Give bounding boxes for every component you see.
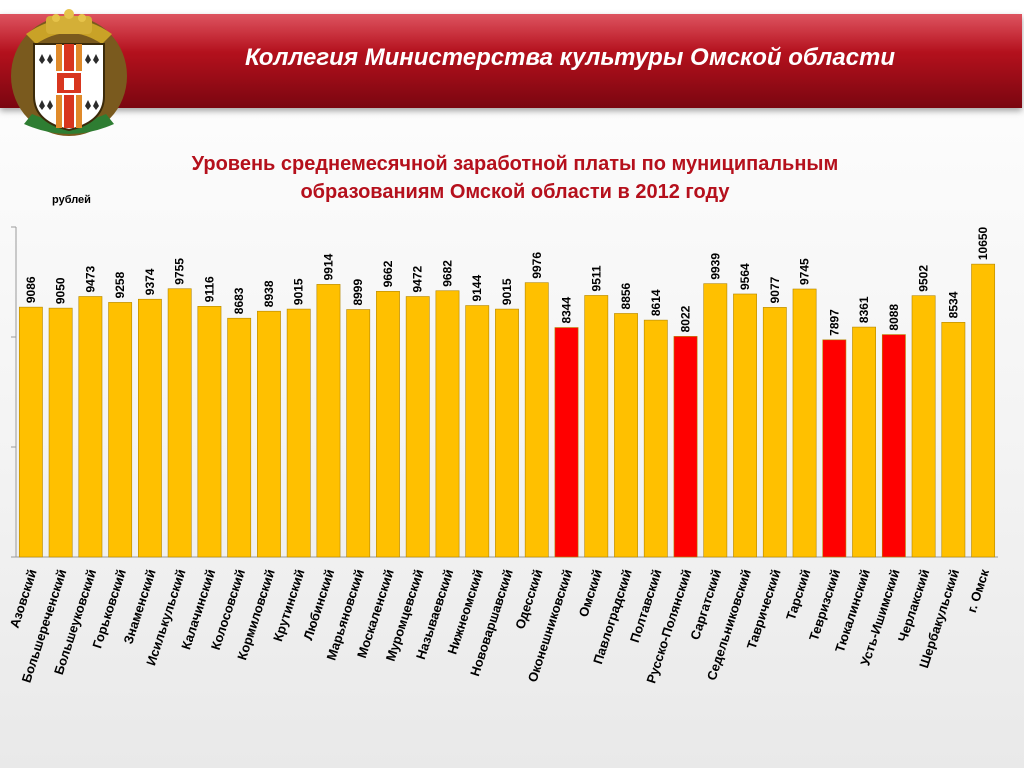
bar-value-label: 9015 — [500, 278, 514, 305]
bar-4 — [108, 302, 133, 558]
bar-2 — [48, 307, 73, 558]
bar-value-label: 8856 — [619, 282, 633, 309]
bar-5 — [138, 298, 162, 558]
bar-10 — [286, 308, 311, 558]
bar-value-label: 9473 — [83, 265, 97, 292]
bar-9 — [257, 310, 281, 558]
bar-value-label: 8361 — [857, 296, 871, 323]
bar-6 — [167, 288, 192, 558]
chart-title: Уровень среднемесячной заработной платы … — [110, 150, 920, 206]
bar-value-label: 9258 — [113, 271, 127, 298]
bar-value-label: 8614 — [649, 289, 663, 316]
bar-20 — [584, 295, 609, 558]
bar-14 — [405, 296, 430, 558]
bar-value-label: 8938 — [262, 280, 276, 307]
bar-value-label: 9502 — [917, 265, 931, 292]
bar-12 — [346, 309, 371, 558]
bar-value-label: 9077 — [768, 276, 782, 303]
bar-value-label: 9472 — [411, 265, 425, 292]
category-tick-label: г. Омск — [964, 567, 992, 615]
bar-25 — [733, 293, 757, 558]
bar-value-label: 10650 — [976, 226, 990, 260]
bar-31 — [911, 295, 936, 558]
bar-value-label: 9939 — [708, 253, 722, 280]
bar-3 — [78, 296, 103, 558]
bar-27 — [792, 288, 817, 558]
bar-value-label: 9015 — [292, 278, 306, 305]
bar-value-label: 9914 — [321, 253, 335, 280]
bar-value-label: 9511 — [589, 265, 603, 291]
bar-value-label: 9755 — [173, 258, 187, 285]
bar-value-label: 9050 — [54, 277, 68, 304]
bar-17 — [495, 308, 519, 558]
bar-value-label: 8344 — [560, 297, 574, 324]
bar-28 — [822, 339, 847, 558]
bar-26 — [762, 307, 787, 558]
chart-title-line-2: образованиям Омской области в 2012 году — [300, 181, 730, 203]
bar-value-label: 9086 — [24, 276, 38, 303]
bar-value-label: 8088 — [887, 304, 901, 331]
bar-value-label: 8534 — [946, 291, 960, 318]
header-bar — [0, 14, 1022, 108]
bar-8 — [227, 317, 252, 558]
bar-24 — [703, 283, 728, 558]
bar-value-label: 9116 — [202, 276, 216, 302]
bar-32 — [941, 322, 966, 558]
bar-30 — [881, 334, 906, 558]
chart-title-line-1: Уровень среднемесячной заработной платы … — [191, 153, 839, 175]
y-axis-unit-label: рублей — [52, 194, 91, 206]
category-tick-label: Одесский — [512, 567, 545, 631]
bar-22 — [643, 319, 668, 558]
bar-1 — [18, 306, 43, 558]
bar-value-label: 9745 — [798, 258, 812, 285]
bar-11 — [316, 284, 341, 558]
bar-value-label: 7897 — [827, 309, 841, 336]
category-tick-label: Омский — [576, 567, 605, 619]
bar-19 — [554, 327, 579, 558]
bar-21 — [614, 313, 638, 558]
bar-15 — [435, 290, 460, 558]
bar-value-label: 9682 — [440, 260, 454, 287]
bar-value-label: 8022 — [679, 305, 693, 332]
omsk-coat-of-arms-icon — [11, 9, 127, 136]
bar-value-label: 9662 — [381, 260, 395, 287]
bar-33 — [971, 263, 996, 558]
bar-13 — [376, 290, 400, 558]
category-tick-label: Азовский — [7, 567, 40, 630]
bar-18 — [524, 282, 549, 558]
bar-29 — [852, 326, 876, 558]
bar-23 — [673, 336, 698, 558]
bar-16 — [465, 305, 490, 558]
category-tick-label: Тарский — [783, 567, 813, 622]
header-title: Коллегия Министерства культуры Омской об… — [244, 44, 896, 71]
bar-7 — [197, 306, 222, 558]
bar-value-label: 9374 — [143, 268, 157, 295]
bar-value-label: 8683 — [232, 287, 246, 314]
bar-value-label: 9564 — [738, 263, 752, 290]
bar-value-label: 9976 — [530, 252, 544, 279]
bar-value-label: 8999 — [351, 279, 365, 306]
bar-value-label: 9144 — [470, 275, 484, 302]
